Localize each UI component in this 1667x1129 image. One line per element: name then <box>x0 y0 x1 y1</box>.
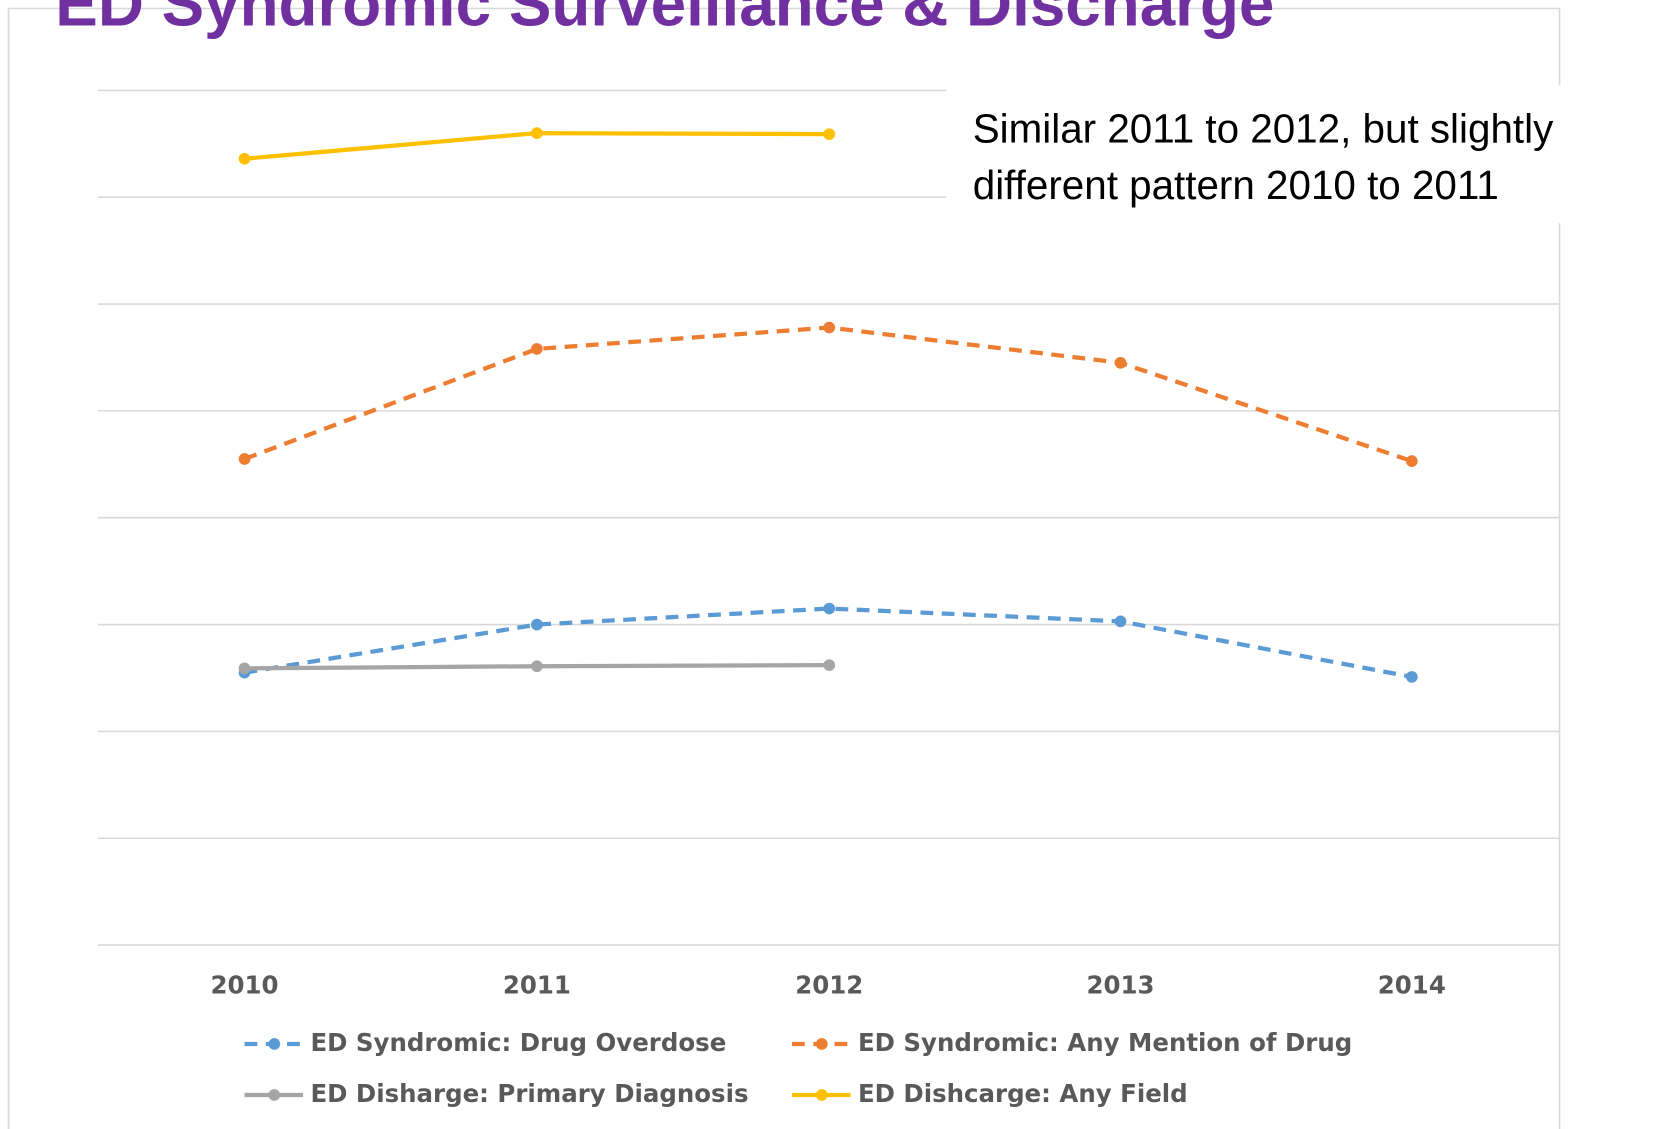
legend-label: ED Syndromic: Any Mention of Drug <box>858 1028 1352 1057</box>
legend-label: ED Disharge: Primary Diagnosis <box>310 1079 748 1108</box>
legend-marker <box>268 1089 281 1101</box>
point <box>531 660 543 673</box>
x-tick-label: 2011 <box>503 971 571 1000</box>
legend-label: ED Syndromic: Drug Overdose <box>310 1028 726 1057</box>
annotation: different pattern 2010 to 2011 <box>973 162 1499 208</box>
annotation-box <box>946 85 1667 224</box>
legend-marker <box>815 1089 828 1101</box>
point <box>823 659 836 672</box>
title: ED Syndromic Surveillance & Discharge <box>55 0 1274 39</box>
x-tick-label: 2013 <box>1087 971 1155 1000</box>
point <box>238 662 251 675</box>
x-tick-label: 2014 <box>1378 971 1446 1000</box>
point <box>1405 671 1418 683</box>
x-tick-label: 2010 <box>211 971 279 1000</box>
point <box>1114 615 1127 628</box>
point <box>1405 455 1418 467</box>
point <box>531 343 543 355</box>
point <box>823 321 836 334</box>
point <box>238 453 251 465</box>
legend-marker <box>815 1038 828 1050</box>
plot <box>238 127 1418 683</box>
legend-marker <box>268 1038 281 1050</box>
point <box>238 152 251 165</box>
x-tick-label: 2012 <box>795 971 863 1000</box>
point <box>531 618 543 631</box>
annotation: Similar 2011 to 2012, but slightly <box>973 105 1554 151</box>
point <box>823 128 836 141</box>
series-line <box>244 606 1413 680</box>
point <box>823 602 836 615</box>
point <box>1114 356 1127 369</box>
point <box>531 127 543 139</box>
legend-label: ED Dishcarge: Any Field <box>858 1079 1188 1108</box>
